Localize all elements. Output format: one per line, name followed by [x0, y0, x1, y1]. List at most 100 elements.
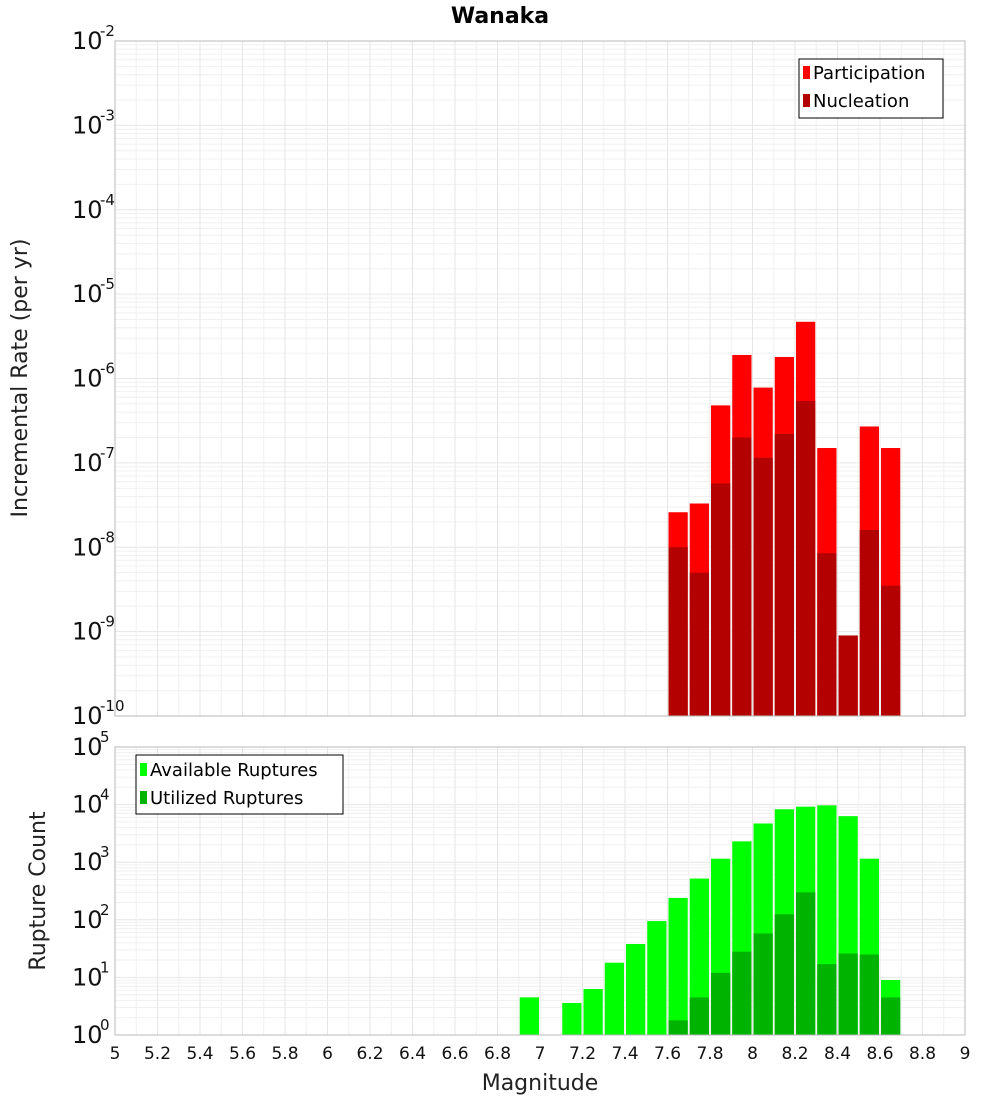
- rate-bar-nucleation: [711, 483, 731, 716]
- rate-y-axis-title: Incremental Rate (per yr): [8, 239, 33, 518]
- rate-y-tick-exponent: -7: [100, 444, 115, 462]
- count-y-tick-exponent: 5: [100, 728, 110, 746]
- count-legend-label: Utilized Ruptures: [150, 788, 303, 809]
- count-bar-available-ruptures: [668, 897, 688, 1035]
- rate-y-tick-exponent: -9: [100, 613, 115, 631]
- rate-y-tick-base: 10: [72, 533, 103, 561]
- rate-y-tick-base: 10: [72, 618, 103, 646]
- count-bar-available-ruptures: [626, 944, 646, 1035]
- rate-bars: [668, 321, 901, 716]
- x-tick-label: 7.6: [654, 1044, 681, 1064]
- rate-y-tick-base: 10: [72, 449, 103, 477]
- rate-bar-nucleation: [859, 530, 879, 716]
- rate-legend-label: Participation: [813, 63, 925, 84]
- count-bars: [519, 805, 901, 1035]
- x-axis-title: Magnitude: [482, 1071, 599, 1096]
- x-tick-label: 8.4: [824, 1044, 851, 1064]
- count-legend-box: [135, 754, 344, 815]
- rate-y-tick-exponent: -10: [100, 697, 125, 715]
- rate-grid: [114, 40, 966, 717]
- count-y-tick-base: 10: [72, 791, 103, 819]
- rate-y-tick-label: 10-7: [72, 444, 115, 477]
- count-bar-available-ruptures: [604, 962, 624, 1035]
- count-y-tick-exponent: 2: [100, 901, 110, 919]
- rate-y-tick-label: 10-2: [72, 22, 115, 55]
- x-tick-label: 5: [110, 1044, 121, 1064]
- rate-y-tick-label: 10-4: [72, 191, 115, 224]
- rate-y-tick-label: 10-3: [72, 106, 115, 139]
- rate-y-tick-label: 10-8: [72, 528, 115, 561]
- rate-y-tick-base: 10: [72, 196, 103, 224]
- count-bar-utilized-ruptures: [774, 914, 794, 1035]
- rate-legend-swatch: [803, 66, 810, 79]
- rate-bar-nucleation: [817, 553, 837, 716]
- count-y-tick-exponent: 3: [100, 843, 110, 861]
- x-tick-label: 8.2: [781, 1044, 808, 1064]
- rate-y-tick-exponent: -3: [100, 106, 115, 124]
- count-y-tick-base: 10: [72, 848, 103, 876]
- rate-y-tick-exponent: -2: [100, 22, 115, 40]
- count-bar-utilized-ruptures: [753, 933, 773, 1035]
- rate-bar-nucleation: [732, 437, 752, 716]
- rate-bar-nucleation: [689, 572, 709, 716]
- count-y-tick-label: 105: [72, 728, 110, 761]
- rate-legend-swatch: [803, 94, 810, 107]
- count-bar-utilized-ruptures: [859, 954, 879, 1035]
- count-y-tick-base: 10: [72, 1021, 103, 1049]
- count-y-tick-base: 10: [72, 733, 103, 761]
- rate-y-tick-base: 10: [72, 702, 103, 730]
- rate-bar-nucleation: [753, 457, 773, 716]
- rate-bar-nucleation: [774, 433, 794, 716]
- count-bar-utilized-ruptures: [796, 892, 816, 1035]
- count-legend-swatch: [140, 763, 147, 776]
- rate-legend: Participation Nucleation: [798, 58, 944, 119]
- rate-y-tick-exponent: -6: [100, 360, 115, 378]
- chart-title: Wanaka: [451, 4, 549, 29]
- count-bar-utilized-ruptures: [838, 953, 858, 1035]
- rate-y-tick-label: 10-10: [72, 697, 125, 730]
- count-bar-utilized-ruptures: [689, 997, 709, 1035]
- count-y-tick-exponent: 0: [100, 1016, 110, 1034]
- rate-bar-nucleation: [838, 635, 858, 716]
- x-tick-label: 7.2: [569, 1044, 596, 1064]
- count-y-axis-title: Rupture Count: [26, 811, 51, 971]
- x-tick-label: 5.2: [144, 1044, 171, 1064]
- x-tick-label: 7.8: [696, 1044, 723, 1064]
- count-bar-utilized-ruptures: [817, 964, 837, 1035]
- count-y-tick-base: 10: [72, 906, 103, 934]
- count-y-tick-label: 101: [72, 958, 110, 991]
- rate-legend-label: Nucleation: [813, 91, 909, 112]
- x-tick-label: 9: [960, 1044, 971, 1064]
- rate-y-tick-base: 10: [72, 27, 103, 55]
- x-tick-label: 5.6: [229, 1044, 256, 1064]
- rate-legend-box: [798, 58, 944, 119]
- rate-bar-nucleation: [668, 547, 688, 716]
- x-tick-label: 8.6: [866, 1044, 893, 1064]
- x-tick-label: 6.4: [399, 1044, 426, 1064]
- rate-y-tick-exponent: -4: [100, 191, 115, 209]
- rate-bar-nucleation: [796, 401, 816, 716]
- rate-plot-frame: [114, 40, 966, 717]
- count-bar-available-ruptures: [689, 878, 709, 1035]
- count-legend: Available Ruptures Utilized Ruptures: [135, 754, 344, 815]
- x-tick-label: 6.6: [441, 1044, 468, 1064]
- x-tick-label: 8: [747, 1044, 758, 1064]
- x-tick-label: 7.4: [611, 1044, 638, 1064]
- rate-y-tick-exponent: -5: [100, 275, 115, 293]
- count-bar-utilized-ruptures: [668, 1020, 688, 1035]
- rate-y-tick-base: 10: [72, 280, 103, 308]
- count-bar-available-ruptures: [583, 988, 603, 1035]
- count-y-tick-label: 104: [72, 786, 110, 819]
- rate-bar-nucleation: [881, 585, 901, 716]
- rate-y-tick-base: 10: [72, 111, 103, 139]
- count-bar-utilized-ruptures: [711, 972, 731, 1035]
- x-tick-label: 8.8: [909, 1044, 936, 1064]
- x-tick-label: 5.8: [271, 1044, 298, 1064]
- count-plot-frame: [114, 746, 966, 1036]
- x-tick-label: 6.8: [484, 1044, 511, 1064]
- count-y-tick-base: 10: [72, 963, 103, 991]
